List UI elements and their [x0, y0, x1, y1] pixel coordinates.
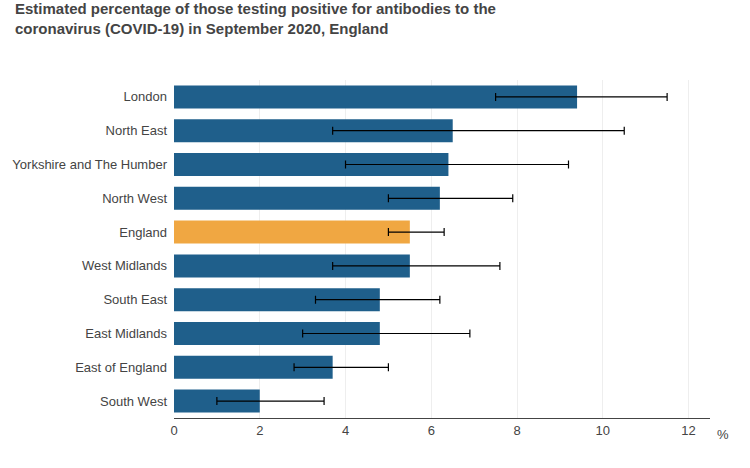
svg-text:2: 2 — [256, 423, 263, 438]
svg-text:10: 10 — [596, 423, 610, 438]
svg-text:East Midlands: East Midlands — [85, 326, 167, 341]
svg-text:4: 4 — [342, 423, 349, 438]
svg-text:North East: North East — [106, 123, 168, 138]
svg-text:8: 8 — [513, 423, 520, 438]
svg-text:England: England — [119, 225, 167, 240]
svg-text:12: 12 — [681, 423, 695, 438]
svg-text:West Midlands: West Midlands — [82, 258, 168, 273]
svg-text:%: % — [717, 427, 729, 442]
svg-text:London: London — [124, 89, 167, 104]
svg-text:0: 0 — [170, 423, 177, 438]
svg-text:North West: North West — [102, 191, 167, 206]
svg-text:Yorkshire and The Humber: Yorkshire and The Humber — [12, 157, 167, 172]
svg-text:6: 6 — [428, 423, 435, 438]
svg-text:East of England: East of England — [75, 360, 167, 375]
svg-text:South East: South East — [103, 292, 167, 307]
svg-text:Estimated percentage of those: Estimated percentage of those testing po… — [15, 0, 496, 37]
svg-text:South West: South West — [100, 394, 167, 409]
